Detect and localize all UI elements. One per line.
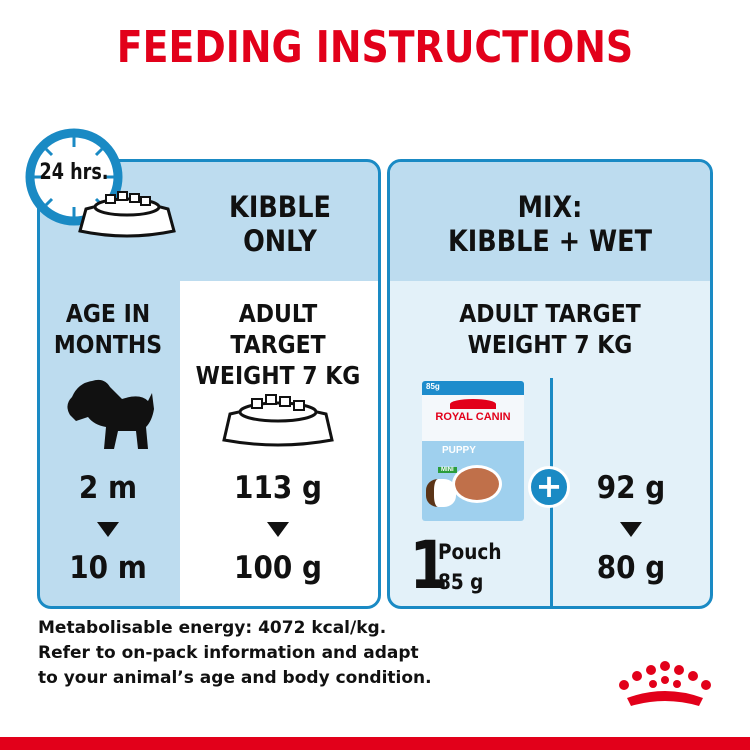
age-end: 10 m xyxy=(69,550,147,586)
pouch-name-text: PUPPY xyxy=(442,445,476,456)
mix-target-weight: ADULT TARGET WEIGHT 7 KG xyxy=(407,298,692,360)
clock-icon xyxy=(25,128,123,226)
mix-header-area xyxy=(390,162,710,281)
food-image xyxy=(452,465,502,503)
page-title: FEEDING INSTRUCTIONS xyxy=(116,22,634,73)
age-header: AGE IN MONTHS xyxy=(46,298,169,360)
kibble-heading: KIBBLE ONLY xyxy=(192,190,368,258)
footer-line: Refer to on-pack information and adapt xyxy=(38,643,419,663)
target-line: WEIGHT 7 KG xyxy=(195,361,361,390)
plus-icon: + xyxy=(528,466,570,508)
target-line: ADULT TARGET xyxy=(230,299,326,359)
kibble-bowl-icon xyxy=(78,191,176,238)
kibble-only-panel xyxy=(37,159,381,609)
mix-amount-start: 92 g xyxy=(596,470,666,506)
arrow-down-icon xyxy=(267,522,289,537)
kibble-bowl-icon xyxy=(222,394,334,447)
pouch-count: 1 xyxy=(409,527,449,604)
pouch-variant-text: MINI xyxy=(438,467,457,473)
crown-icon xyxy=(450,399,496,409)
target-line: WEIGHT 7 KG xyxy=(467,330,633,359)
kibble-target-weight: ADULT TARGET WEIGHT 7 KG xyxy=(190,298,366,391)
pouch-label: Pouch xyxy=(438,540,502,564)
royal-canin-crown-logo xyxy=(619,661,711,706)
heading-line: KIBBLE xyxy=(229,190,331,224)
footer-notes: Metabolisable energy: 4072 kcal/kg. Refe… xyxy=(38,616,432,691)
age-header-line: MONTHS xyxy=(53,330,163,359)
heading-line: MIX: xyxy=(517,190,583,224)
bottom-red-bar xyxy=(0,737,750,750)
puppy-icon xyxy=(67,379,154,449)
age-start: 2 m xyxy=(78,470,138,506)
heading-line: ONLY xyxy=(243,224,317,258)
footer-line: Metabolisable energy: 4072 kcal/kg. xyxy=(38,618,387,638)
footer-line: to your animal’s age and body condition. xyxy=(38,668,432,688)
pouch-weight-text: 85g xyxy=(426,382,440,391)
dog-image xyxy=(426,479,456,507)
age-header-line: AGE IN xyxy=(65,299,151,328)
target-line: ADULT TARGET xyxy=(459,299,641,328)
pouch-brand-text: ROYAL CANIN xyxy=(435,411,511,423)
arrow-down-icon xyxy=(620,522,642,537)
clock-label: 24 hrs. xyxy=(39,160,109,185)
kibble-amount-end: 100 g xyxy=(234,550,322,586)
kibble-amount-start: 113 g xyxy=(234,470,322,506)
arrow-down-icon xyxy=(97,522,119,537)
pouch-image: 85g ROYAL CANIN PUPPY MINI xyxy=(422,381,524,521)
mix-heading: MIX: KIBBLE + WET xyxy=(407,190,692,258)
heading-line: KIBBLE + WET xyxy=(447,224,653,258)
mix-amount-end: 80 g xyxy=(596,550,666,586)
pouch-weight: 85 g xyxy=(438,570,484,594)
